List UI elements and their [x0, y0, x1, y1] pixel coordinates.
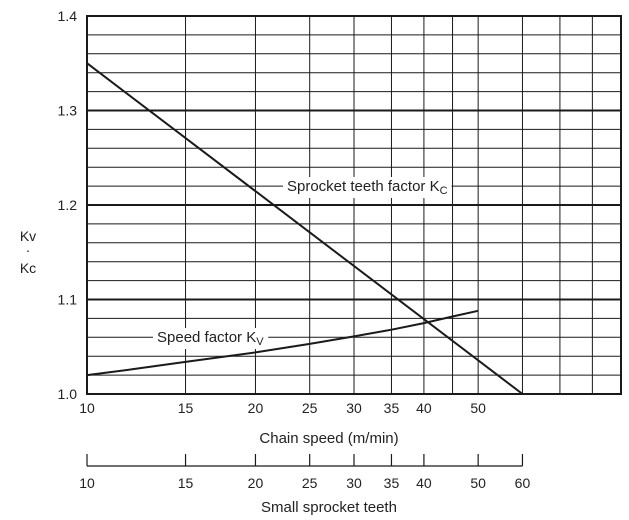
- secondary-axis: 10 15 20 25 30 35 40 50 60: [79, 454, 530, 491]
- y-tick-labels: 1.0 1.1 1.2 1.3 1.4: [58, 8, 78, 402]
- y-tick-label: 1.4: [58, 8, 78, 24]
- x-tick-label: 20: [248, 400, 264, 416]
- speed-factor-label: Speed factor KV: [157, 329, 264, 348]
- sprocket-teeth-factor-label: Sprocket teeth factor KC: [287, 178, 448, 197]
- series-lines: [86, 62, 524, 395]
- major-grid: [87, 109, 621, 301]
- x-tick-label: 25: [302, 400, 318, 416]
- x-tick-labels: 10 15 20 25 30 35 40 50: [79, 400, 486, 416]
- x2-tick-label: 30: [346, 475, 362, 491]
- plot-frame: [86, 15, 622, 395]
- y-tick-label: 1.2: [58, 197, 78, 213]
- x2-tick-label: 40: [416, 475, 432, 491]
- x2-tick-label: 25: [302, 475, 318, 491]
- x-tick-label: 15: [178, 400, 194, 416]
- x2-tick-label: 50: [470, 475, 486, 491]
- x-tick-label: 30: [346, 400, 362, 416]
- x2-tick-label: 35: [384, 475, 400, 491]
- series-label-background: [283, 177, 452, 198]
- x-tick-label: 10: [79, 400, 95, 416]
- x2-tick-label: 20: [248, 475, 264, 491]
- y-axis-label-dot: ·: [26, 242, 31, 258]
- series-labels: Speed factor KV Sprocket teeth factor KC: [153, 177, 452, 349]
- sprocket-teeth-factor-line: [86, 62, 524, 395]
- x-tick-label: 50: [470, 400, 486, 416]
- x-tick-label: 40: [416, 400, 432, 416]
- x2-tick-label: 15: [178, 475, 194, 491]
- y-tick-label: 1.3: [58, 103, 78, 119]
- x2-axis-label: Small sprocket teeth: [261, 499, 397, 516]
- y-axis-label-bottom: Kc: [20, 260, 36, 276]
- series-label-background: [153, 328, 269, 349]
- y-tick-label: 1.0: [58, 386, 78, 402]
- y-tick-label: 1.1: [58, 292, 78, 308]
- x-tick-label: 35: [384, 400, 400, 416]
- y-axis-label-top: Kv: [20, 228, 36, 244]
- x2-tick-label: 10: [79, 475, 95, 491]
- x-axis-label: Chain speed (m/min): [259, 430, 398, 447]
- speed-factor-line: [86, 309, 479, 377]
- x2-tick-label: 60: [515, 475, 531, 491]
